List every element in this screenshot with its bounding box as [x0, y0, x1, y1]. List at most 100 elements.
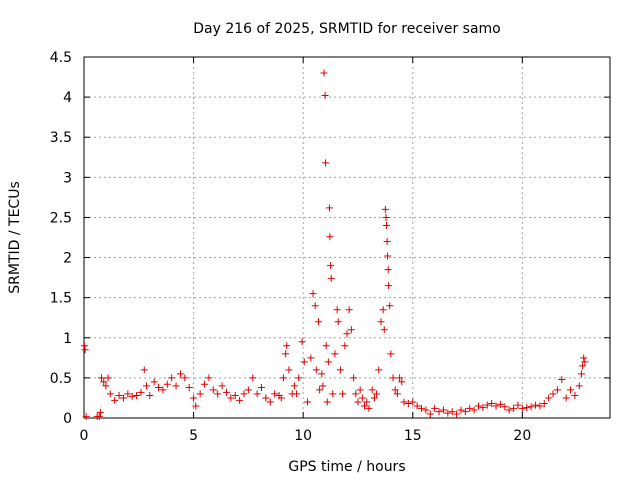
y-tick-label: 4	[63, 90, 72, 106]
data-point	[320, 69, 328, 77]
data-point	[333, 306, 341, 314]
data-point	[140, 366, 148, 374]
data-point	[262, 394, 270, 402]
data-point	[579, 362, 587, 370]
data-point	[111, 396, 119, 404]
y-tick-label: 3	[63, 170, 72, 186]
data-point	[514, 401, 522, 409]
y-tick-label: 3.5	[50, 130, 72, 146]
data-point	[119, 394, 127, 402]
data-point	[581, 358, 589, 366]
data-point	[567, 386, 575, 394]
data-point	[285, 366, 293, 374]
x-tick-label: 0	[80, 428, 89, 444]
data-point	[389, 374, 397, 382]
data-point	[435, 408, 443, 416]
chart-title: Day 216 of 2025, SRMTID for receiver sam…	[193, 21, 501, 37]
data-point	[422, 406, 430, 414]
data-point	[142, 382, 150, 390]
data-point	[266, 398, 274, 406]
data-point	[271, 390, 279, 398]
data-point	[319, 382, 327, 390]
data-point	[124, 390, 132, 398]
data-point	[426, 410, 434, 418]
data-point	[404, 400, 412, 408]
data-point	[571, 392, 579, 400]
data-point	[315, 318, 323, 326]
data-point	[382, 213, 390, 221]
data-point	[282, 350, 290, 358]
data-point	[398, 378, 406, 386]
data-point	[545, 394, 553, 402]
data-point	[347, 326, 355, 334]
data-point	[391, 386, 399, 394]
data-point	[327, 274, 335, 282]
data-point	[377, 318, 385, 326]
data-point	[185, 384, 193, 392]
data-point	[527, 403, 535, 411]
data-point	[214, 390, 222, 398]
data-point	[370, 394, 378, 402]
data-point	[578, 370, 586, 378]
data-point	[518, 404, 526, 412]
data-point	[227, 394, 235, 402]
data-point	[444, 409, 452, 417]
data-point	[466, 404, 474, 412]
data-point	[558, 375, 566, 383]
data-point	[102, 382, 110, 390]
data-point	[322, 159, 330, 167]
data-point	[172, 382, 180, 390]
data-point	[382, 221, 390, 229]
data-point	[323, 398, 331, 406]
data-point	[253, 390, 261, 398]
y-tick-label: 0	[63, 411, 72, 427]
data-point	[150, 378, 158, 386]
data-point	[373, 390, 381, 398]
y-tick-label: 2	[63, 251, 72, 267]
data-point	[326, 233, 334, 241]
data-point	[379, 306, 387, 314]
data-point	[205, 374, 213, 382]
x-axis-label: GPS time / hours	[288, 459, 405, 475]
data-point	[133, 392, 141, 400]
data-point	[358, 394, 366, 402]
data-point	[159, 386, 167, 394]
data-point	[339, 390, 347, 398]
data-point	[387, 350, 395, 358]
data-point	[475, 402, 482, 410]
data-point	[96, 408, 104, 416]
data-point	[470, 406, 478, 414]
data-point	[106, 390, 114, 398]
data-point	[279, 374, 287, 382]
data-point	[295, 374, 303, 382]
data-point	[505, 406, 513, 414]
data-point	[311, 302, 319, 310]
y-tick-label: 1.5	[50, 291, 72, 307]
data-point	[201, 380, 209, 388]
data-point	[396, 374, 404, 382]
data-point	[352, 390, 360, 398]
data-point	[453, 410, 461, 418]
data-point	[293, 390, 301, 398]
data-point	[409, 398, 417, 406]
data-point	[553, 386, 561, 394]
data-point	[380, 326, 388, 334]
data-point	[176, 370, 184, 378]
data-point	[236, 396, 244, 404]
data-point	[146, 392, 154, 400]
data-point	[137, 388, 145, 396]
data-point	[488, 400, 496, 408]
data-point	[163, 380, 171, 388]
x-tick-label: 10	[294, 428, 312, 444]
plot-frame	[83, 56, 611, 419]
data-point	[381, 205, 389, 213]
data-point	[258, 384, 266, 392]
data-point	[393, 390, 401, 398]
y-tick-label: 2.5	[50, 210, 72, 226]
data-point	[363, 398, 371, 406]
data-point	[300, 358, 308, 366]
data-point	[350, 374, 358, 382]
data-point	[483, 401, 491, 409]
data-point	[461, 408, 469, 416]
data-point	[400, 398, 408, 406]
